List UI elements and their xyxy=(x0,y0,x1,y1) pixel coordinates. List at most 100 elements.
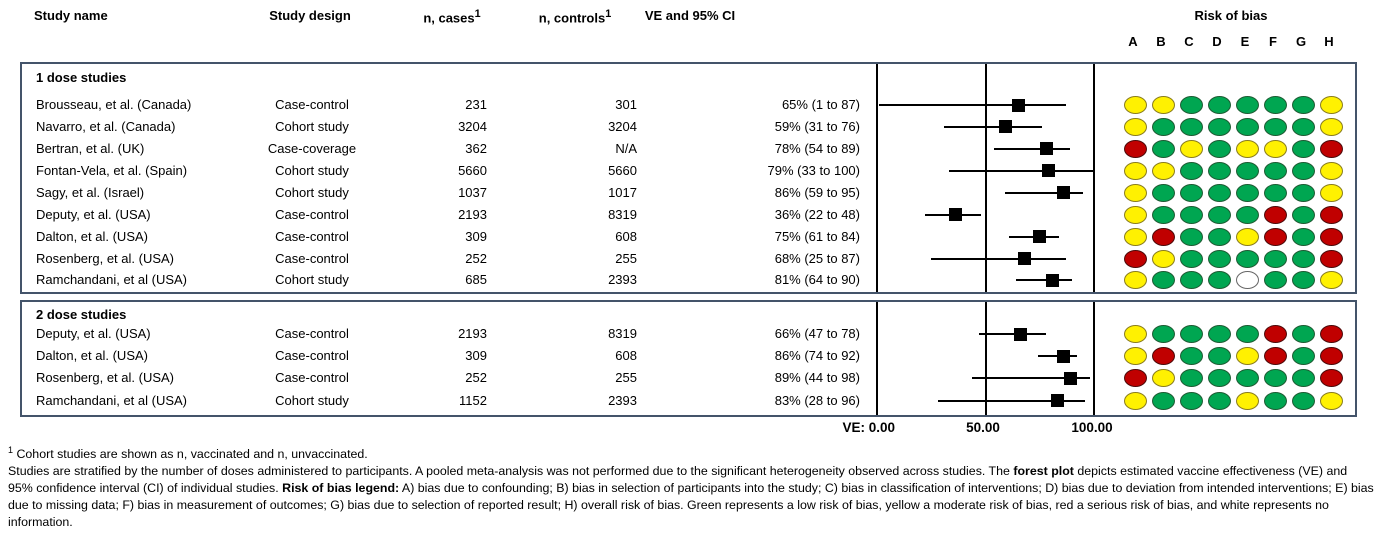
forest-point-marker xyxy=(1057,186,1071,200)
study-name-cell: Navarro, et al. (Canada) xyxy=(36,118,176,134)
bias-dot-A-R xyxy=(1123,249,1147,268)
forest-point-marker xyxy=(1057,349,1071,363)
bias-dot-E-G xyxy=(1235,249,1259,268)
bias-dot-F-R xyxy=(1263,205,1287,224)
bias-dot-H-R xyxy=(1319,139,1343,158)
bias-dot-B-G xyxy=(1151,271,1175,290)
bias-dot-G-G xyxy=(1291,161,1315,180)
bias-dot-H-Y xyxy=(1319,161,1343,180)
bias-dot-H-Y xyxy=(1319,183,1343,202)
bias-dot-E-G xyxy=(1235,325,1259,343)
axis-line-ve-100 xyxy=(1093,302,1095,415)
n-controls-cell: 255 xyxy=(615,250,637,266)
bias-column-letter-H: H xyxy=(1324,34,1334,49)
study-design-cell: Case-control xyxy=(275,326,349,341)
bias-dot-F-G xyxy=(1263,249,1287,268)
n-cases-cell: 362 xyxy=(465,140,487,156)
bias-dot-D-G xyxy=(1207,161,1231,180)
n-cases-cell: 2193 xyxy=(458,206,487,222)
bias-dot-B-G xyxy=(1151,139,1175,158)
bias-dot-C-G xyxy=(1179,161,1203,180)
bias-dot-B-G xyxy=(1151,205,1175,224)
n-controls-label: n, controls xyxy=(538,10,606,26)
bias-dot-E-G xyxy=(1235,205,1259,224)
bias-dot-G-G xyxy=(1291,271,1315,290)
bias-dot-G-G xyxy=(1291,227,1315,246)
footnote-text: Studies are stratified by the number of … xyxy=(8,464,1014,479)
bias-dot-F-R xyxy=(1263,347,1287,366)
footnote-text: A) bias due to confounding; B) bias in s… xyxy=(8,481,1374,530)
ve-ci-cell: 78% (54 to 89) xyxy=(774,140,860,156)
bias-dot-G-G xyxy=(1291,391,1315,410)
bias-dot-B-Y xyxy=(1151,96,1175,114)
bias-dot-A-R xyxy=(1123,369,1147,388)
bias-dot-C-G xyxy=(1179,96,1203,114)
bias-dot-E-Y xyxy=(1235,347,1259,366)
n-controls-cell: 1017 xyxy=(608,184,637,200)
bias-dot-E-G xyxy=(1235,183,1259,202)
forest-point-marker xyxy=(1018,252,1032,265)
study-name-cell: Dalton, et al. (USA) xyxy=(36,228,148,244)
bias-dot-C-G xyxy=(1179,183,1203,202)
ve-ci-cell: 79% (33 to 100) xyxy=(767,162,860,178)
bias-dot-A-R xyxy=(1123,139,1147,158)
forest-ci-line xyxy=(978,333,1047,335)
bias-dot-G-G xyxy=(1291,117,1315,136)
n-cases-cell: 3204 xyxy=(458,118,487,134)
forest-point-marker xyxy=(1046,273,1060,287)
ve-ci-cell: 81% (64 to 90) xyxy=(774,272,860,288)
bias-dot-G-G xyxy=(1291,249,1315,268)
bias-dot-F-G xyxy=(1263,391,1287,410)
bias-dot-E-G xyxy=(1235,161,1259,180)
bias-dot-B-Y xyxy=(1151,161,1175,180)
footnote-bold-text: forest plot xyxy=(1013,464,1074,479)
forest-point-marker xyxy=(1013,327,1027,341)
bias-dot-C-G xyxy=(1179,347,1203,366)
bias-dot-C-G xyxy=(1179,227,1203,246)
bias-dot-D-G xyxy=(1207,271,1231,290)
bias-dot-B-Y xyxy=(1151,369,1175,388)
bias-dot-B-R xyxy=(1151,227,1175,246)
bias-dot-F-R xyxy=(1263,227,1287,246)
study-design-cell: Case-control xyxy=(275,206,349,222)
bias-dot-H-R xyxy=(1319,347,1343,366)
bias-dot-H-R xyxy=(1319,227,1343,246)
bias-dot-H-R xyxy=(1319,249,1343,268)
bias-dot-F-G xyxy=(1263,183,1287,202)
n-controls-cell: 5660 xyxy=(608,162,637,178)
bias-column-letter-E: E xyxy=(1240,34,1250,49)
forest-point-marker xyxy=(1011,98,1025,112)
n-cases-cell: 231 xyxy=(465,97,487,112)
bias-dot-G-G xyxy=(1291,139,1315,158)
forest-point-marker xyxy=(1063,371,1077,385)
forest-ci-line xyxy=(948,169,1094,172)
study-name-cell: Dalton, et al. (USA) xyxy=(36,348,148,364)
n-controls-cell: 2393 xyxy=(608,392,637,408)
forest-ci-line xyxy=(931,257,1066,260)
bias-dot-D-G xyxy=(1207,369,1231,388)
bias-dot-B-G xyxy=(1151,117,1175,136)
bias-dot-H-Y xyxy=(1319,117,1343,136)
bias-dot-H-R xyxy=(1319,325,1343,343)
study-name-cell: Brousseau, et al. (Canada) xyxy=(36,97,192,112)
forest-point-marker xyxy=(998,120,1012,134)
bias-dot-H-Y xyxy=(1319,391,1343,410)
n-cases-cell: 252 xyxy=(465,250,487,266)
bias-column-letter-C: C xyxy=(1184,34,1194,49)
bias-dot-H-R xyxy=(1319,369,1343,388)
bias-dot-H-Y xyxy=(1319,271,1343,290)
study-name-cell: Fontan-Vela, et al. (Spain) xyxy=(36,162,188,178)
forest-point-marker xyxy=(1041,164,1055,178)
bias-dot-A-Y xyxy=(1123,96,1147,114)
bias-dot-B-R xyxy=(1151,347,1175,366)
column-header-risk-of-bias: Risk of bias xyxy=(1194,8,1268,23)
bias-dot-D-G xyxy=(1207,205,1231,224)
bias-dot-F-G xyxy=(1263,117,1287,136)
bias-dot-D-G xyxy=(1207,139,1231,158)
bias-dot-E-Y xyxy=(1235,391,1259,410)
n-cases-cell: 685 xyxy=(465,272,487,288)
study-name-cell: Ramchandani, et al (USA) xyxy=(36,392,188,408)
study-name-cell: Deputy, et al. (USA) xyxy=(36,206,151,222)
n-cases-cell: 1037 xyxy=(458,184,487,200)
